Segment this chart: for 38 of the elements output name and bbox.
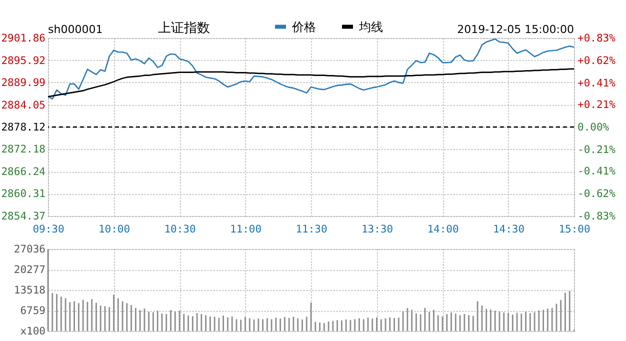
y2-tick-label: -0.41% (578, 165, 616, 178)
y-tick-label: 13518 (14, 284, 46, 296)
line-series (48, 68, 574, 98)
y-tick-label: x100 (20, 326, 46, 338)
y2-tick-label: +0.21% (578, 98, 616, 111)
y-tick-label: 2889.99 (1, 76, 46, 89)
y2-tick-label: -0.83% (578, 210, 616, 222)
y-tick-label: 27036 (14, 244, 46, 256)
legend-label: 价格 (291, 20, 316, 34)
y2-tick-label: -0.62% (578, 188, 616, 200)
x-tick-label: 11:30 (296, 224, 328, 236)
y-tick-label: 6759 (20, 305, 46, 317)
x-tick-label: 11:00 (230, 224, 262, 236)
y-tick-label: 20277 (14, 264, 46, 276)
y-tick-label: 2872.18 (1, 144, 46, 156)
y2-tick-label: 0.00% (578, 122, 610, 134)
x-tick-label: 15:00 (558, 224, 590, 236)
x-tick-label: 10:30 (164, 224, 196, 236)
y-tick-label: 2860.31 (1, 188, 46, 200)
chart-subtitle: sh000001 (48, 23, 103, 36)
y2-tick-label: +0.83% (578, 32, 616, 44)
y-tick-label: 2866.24 (1, 166, 46, 178)
x-tick-label: 13:30 (361, 224, 394, 236)
y2-tick-label: +0.62% (578, 55, 616, 68)
y-tick-label: 2854.37 (1, 210, 46, 222)
y2-tick-label: -0.21% (578, 144, 616, 156)
x-tick-label: 09:30 (32, 224, 64, 236)
legend-label: 均线 (358, 20, 383, 34)
y-tick-label: 2901.86 (1, 32, 46, 44)
y-tick-label: 2884.05 (1, 99, 46, 112)
x-tick-label: 14:30 (492, 224, 525, 236)
text: 2019-12-05 15:00:00 (457, 23, 574, 36)
y2-tick-label: +0.41% (578, 78, 616, 90)
y-tick-label: 2878.12 (1, 121, 46, 134)
chart-title: 上证指数 (158, 21, 210, 36)
y-tick-label: 2895.92 (1, 54, 46, 67)
x-tick-label: 10:00 (98, 224, 130, 236)
x-tick-label: 14:00 (427, 224, 459, 236)
